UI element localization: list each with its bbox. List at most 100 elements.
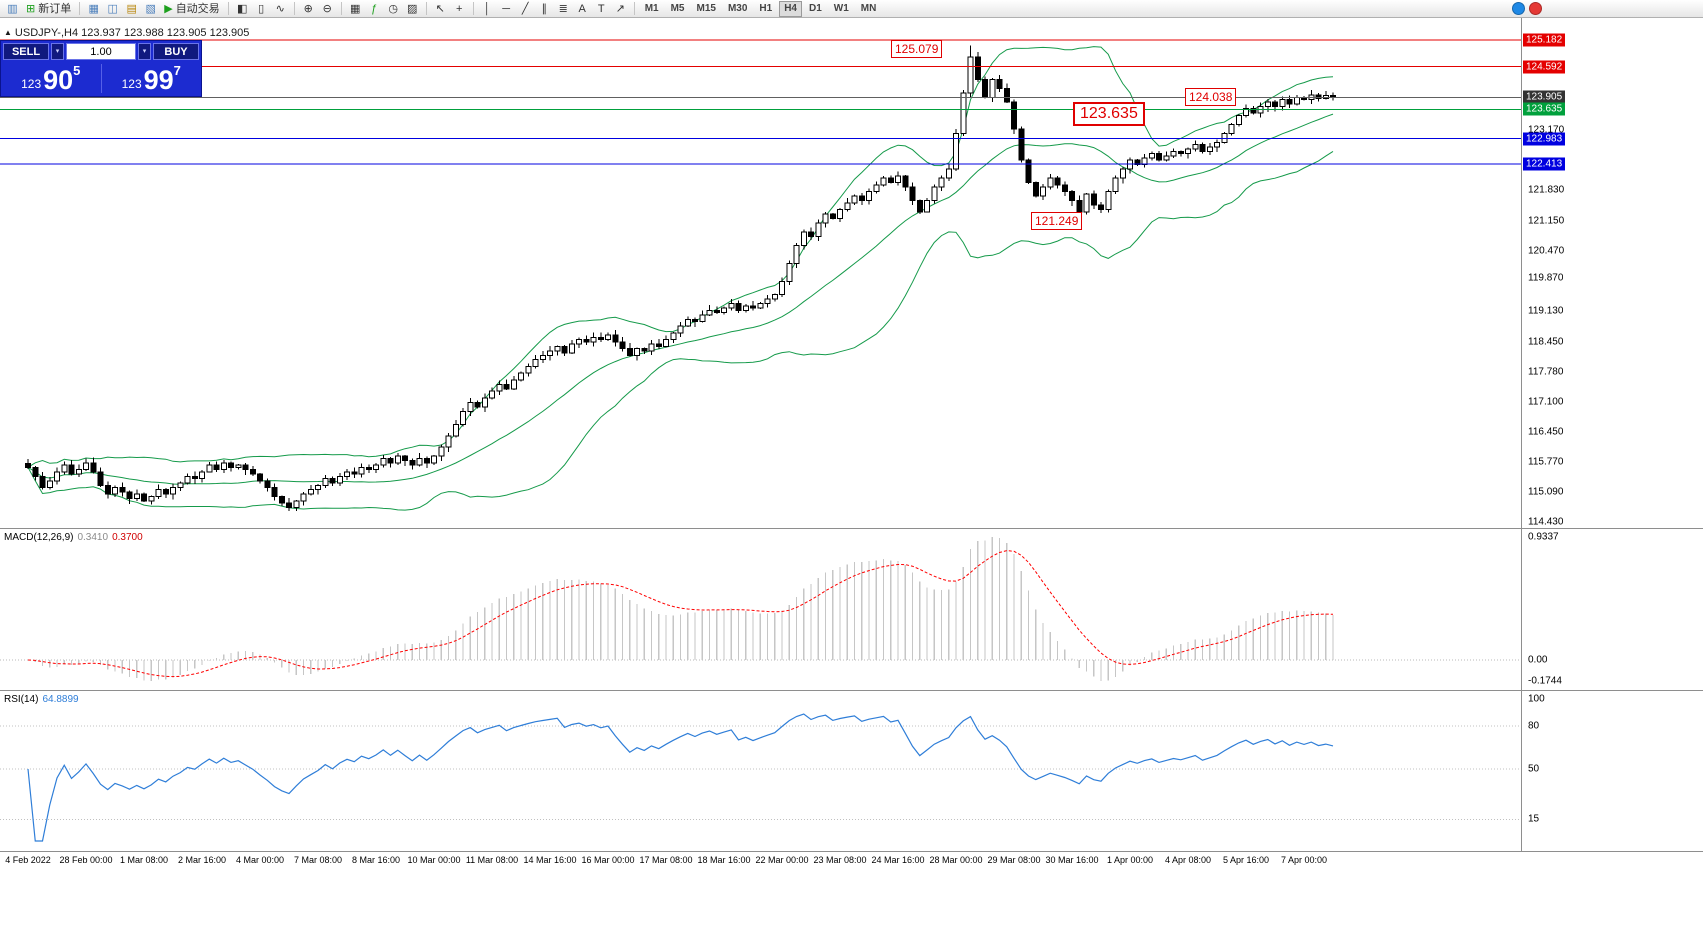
new-order-button-label: 新订单 — [38, 2, 72, 15]
zoom-out-icon[interactable]: ⊖ — [319, 1, 336, 17]
market-watch-icon[interactable]: ▦ — [85, 1, 102, 17]
buy-price-display[interactable]: 123 99 7 — [102, 62, 202, 95]
chart-ohlc-line: ▲ USDJPY-,H4 123.937 123.988 123.905 123.… — [4, 27, 249, 39]
rsi-value: 64.8899 — [42, 694, 79, 705]
terminal-icon[interactable]: ▧ — [142, 1, 159, 17]
community-icon[interactable] — [1512, 2, 1525, 15]
time-axis-label: 28 Mar 00:00 — [929, 855, 983, 865]
macd-axis-label: 0.9337 — [1528, 531, 1559, 543]
price-axis-label: 121.150 — [1528, 215, 1565, 227]
price-axis-tag: 122.983 — [1523, 132, 1566, 146]
macd-histogram — [34, 537, 1334, 681]
macd-signal-line — [27, 550, 1334, 678]
toolbar-separator — [472, 2, 474, 15]
label-icon[interactable]: T — [593, 1, 610, 17]
price-axis-label: 117.100 — [1528, 396, 1564, 408]
crosshair-icon[interactable]: + — [451, 1, 468, 17]
horizontal-lines — [0, 39, 1521, 165]
tile-windows-icon[interactable]: ▦ — [347, 1, 364, 17]
buy-button[interactable]: BUY — [153, 43, 199, 60]
auto-trading-button[interactable]: ▶ 自动交易 — [161, 1, 222, 17]
arrows-icon[interactable]: ↗ — [612, 1, 629, 17]
one-click-trading-panel: SELL ▾ ▾ BUY 123 90 5 123 99 7 — [0, 40, 202, 97]
price-annotation[interactable]: 121.249 — [1031, 212, 1083, 230]
trendline-icon[interactable]: ╱ — [517, 1, 534, 17]
timeframe-m30[interactable]: M30 — [723, 1, 752, 17]
macd-plot[interactable] — [0, 529, 1521, 691]
new-order-button[interactable]: ⊞ 新订单 — [23, 1, 74, 17]
line-chart-icon-glyph: ∿ — [275, 2, 285, 15]
time-axis-label: 22 Mar 00:00 — [755, 855, 809, 865]
line-chart-icon[interactable]: ∿ — [272, 1, 289, 17]
toolbar-separator — [633, 2, 635, 15]
indicators-icon[interactable]: ƒ — [366, 1, 383, 17]
price-axis-label: 115.090 — [1528, 486, 1564, 498]
horizontal-line-icon[interactable]: ─ — [498, 1, 515, 17]
price-annotation[interactable]: 124.038 — [1185, 88, 1237, 106]
text-icon[interactable]: A — [574, 1, 591, 17]
fibonacci-icon[interactable]: ≣ — [555, 1, 572, 17]
macd-signal-value: 0.3700 — [112, 532, 143, 543]
timeframe-h1[interactable]: H1 — [754, 1, 777, 17]
volume-input[interactable] — [66, 43, 136, 60]
time-axis-label: 5 Apr 16:00 — [1222, 855, 1270, 865]
channel-icon[interactable]: ∥ — [536, 1, 553, 17]
price-annotation[interactable]: 123.635 — [1073, 102, 1145, 126]
timeframe-m5-label: M5 — [670, 2, 685, 14]
time-axis-label: 7 Mar 08:00 — [293, 855, 343, 865]
notification-icon[interactable] — [1529, 2, 1542, 15]
timeframe-m30-label: M30 — [727, 2, 748, 14]
templates-icon[interactable]: ▨ — [404, 1, 421, 17]
candlestick-chart-icon[interactable]: ▯ — [253, 1, 270, 17]
candlestick-chart-icon-glyph: ▯ — [258, 2, 265, 15]
toolbar-separator — [293, 2, 295, 15]
price-axis-tag: 122.413 — [1523, 157, 1566, 171]
timeframe-w1[interactable]: W1 — [829, 1, 854, 17]
bar-chart-icon[interactable]: ◧ — [234, 1, 251, 17]
price-annotation[interactable]: 125.079 — [891, 40, 943, 58]
macd-axis-label: -0.1744 — [1528, 675, 1562, 687]
timeframe-m5[interactable]: M5 — [666, 1, 690, 17]
periods-icon[interactable]: ◷ — [385, 1, 402, 17]
axis-separator-line — [1521, 691, 1522, 851]
navigator-icon-glyph: ▤ — [126, 2, 137, 15]
data-window-icon[interactable]: ◫ — [104, 1, 121, 17]
navigator-icon[interactable]: ▤ — [123, 1, 140, 17]
buy-price-prefix: 123 — [121, 77, 142, 91]
cursor-icon-glyph: ↖ — [435, 2, 445, 15]
rsi-axis-label: 15 — [1528, 813, 1540, 825]
time-axis-label: 23 Mar 08:00 — [813, 855, 867, 865]
time-axis-label: 2 Mar 16:00 — [177, 855, 227, 865]
timeframe-d1[interactable]: D1 — [804, 1, 827, 17]
zoom-in-icon[interactable]: ⊕ — [300, 1, 317, 17]
price-axis-label: 114.430 — [1528, 516, 1564, 528]
text-icon-glyph: A — [578, 2, 586, 15]
cursor-icon[interactable]: ↖ — [432, 1, 449, 17]
rsi-axis-label: 50 — [1528, 763, 1540, 775]
timeframe-mn[interactable]: MN — [856, 1, 882, 17]
price-axis-tag: 125.182 — [1523, 33, 1566, 47]
buy-price-pip: 7 — [173, 63, 181, 78]
toolbar-separator — [340, 2, 342, 15]
sell-button[interactable]: SELL — [3, 43, 49, 60]
arrows-icon-glyph: ↗ — [615, 2, 625, 15]
sell-price-display[interactable]: 123 90 5 — [1, 62, 101, 95]
sell-options-dropdown[interactable]: ▾ — [51, 43, 64, 60]
timeframe-h4[interactable]: H4 — [779, 0, 802, 17]
price-chart-plot[interactable] — [0, 18, 1521, 528]
timeframe-m1[interactable]: M1 — [640, 1, 664, 17]
price-axis-label: 123.170 — [1528, 124, 1565, 136]
time-axis-label: 8 Mar 16:00 — [351, 855, 401, 865]
new-chart-icon[interactable]: ▥ — [4, 1, 21, 17]
volume-dropdown[interactable]: ▾ — [138, 43, 151, 60]
time-axis[interactable]: 4 Feb 2022 28 Feb 00:00 1 Mar 08:00 2 Mar 1… — [0, 851, 1703, 869]
time-axis-label: 16 Mar 00:00 — [581, 855, 635, 865]
vertical-line-icon[interactable]: │ — [479, 1, 496, 17]
price-axis-tag: 123.635 — [1523, 102, 1566, 116]
rsi-plot[interactable] — [0, 691, 1521, 852]
timeframe-m15[interactable]: M15 — [692, 1, 721, 17]
time-axis-label: 11 Mar 08:00 — [465, 855, 519, 865]
price-axis-label: 119.870 — [1528, 272, 1564, 284]
price-axis-label: 120.470 — [1528, 245, 1565, 257]
time-axis-label: 18 Mar 16:00 — [697, 855, 751, 865]
